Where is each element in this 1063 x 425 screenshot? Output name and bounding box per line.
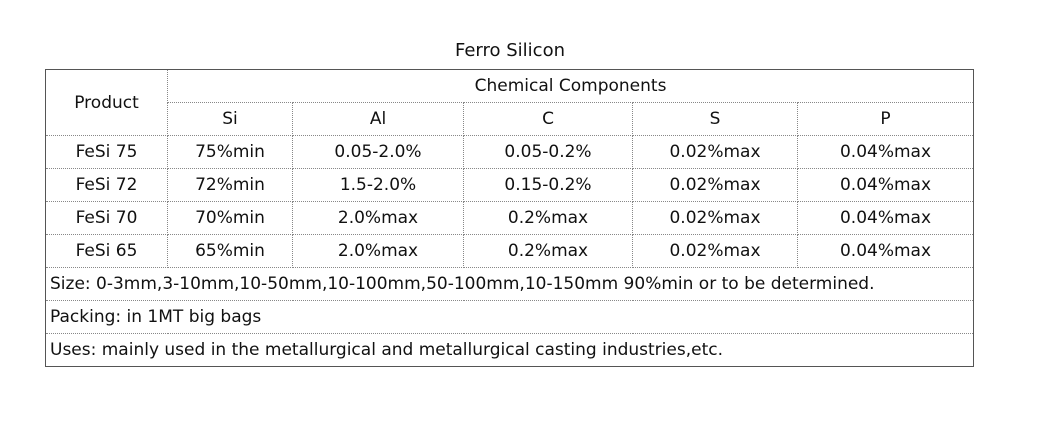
- component-value: 0.04%max: [796, 135, 975, 169]
- component-value: 0.05-2.0%: [292, 135, 464, 169]
- component-value: 2.0%max: [292, 201, 464, 235]
- table-row: FeSi 72 72%min 1.5-2.0% 0.15-0.2% 0.02%max 0.…: [45, 168, 975, 202]
- header-column: Si: [167, 102, 293, 136]
- component-value: 65%min: [167, 234, 293, 268]
- component-value: 0.02%max: [632, 234, 798, 268]
- product-name: FeSi 72: [45, 168, 168, 202]
- header-group: Chemical Components: [166, 69, 975, 103]
- component-value: 0.02%max: [632, 168, 798, 202]
- header-column: S: [632, 102, 798, 136]
- header-product: Product: [45, 69, 168, 136]
- table-row: FeSi 75 75%min 0.05-2.0% 0.05-0.2% 0.02%max 0…: [45, 135, 975, 169]
- product-name: FeSi 70: [45, 201, 168, 235]
- component-value: 2.0%max: [292, 234, 464, 268]
- component-value: 0.02%max: [632, 135, 798, 169]
- component-value: 72%min: [167, 168, 293, 202]
- table-row: Uses: mainly used in the metallurgical a…: [44, 333, 975, 367]
- note: Size: 0-3mm,3-10mm,10-50mm,10-100mm,50-1…: [44, 267, 975, 301]
- component-value: 0.04%max: [796, 234, 975, 268]
- note: Packing: in 1MT big bags: [44, 300, 975, 334]
- product-name: FeSi 65: [45, 234, 168, 268]
- header-column: C: [463, 102, 633, 136]
- table-title: Ferro Silicon: [454, 40, 565, 61]
- component-value: 0.2%max: [463, 234, 633, 268]
- component-value: 0.2%max: [463, 201, 633, 235]
- header-column: P: [796, 102, 975, 136]
- component-value: 75%min: [167, 135, 293, 169]
- table-row: Size: 0-3mm,3-10mm,10-50mm,10-100mm,50-1…: [44, 267, 975, 301]
- spec-table: Product Chemical Components Si Al C S P FeSi 75…: [44, 69, 975, 367]
- component-value: 70%min: [167, 201, 293, 235]
- product-name: FeSi 75: [45, 135, 168, 169]
- note: Uses: mainly used in the metallurgical a…: [44, 333, 975, 367]
- component-value: 1.5-2.0%: [292, 168, 464, 202]
- table-row: Product Chemical Components: [45, 69, 975, 136]
- component-value: 0.04%max: [796, 168, 975, 202]
- table-row: FeSi 70 70%min 2.0%max 0.2%max 0.02%max 0.04%…: [45, 201, 975, 235]
- component-value: 0.15-0.2%: [463, 168, 633, 202]
- component-value: 0.05-0.2%: [463, 135, 633, 169]
- header-column: Al: [292, 102, 464, 136]
- component-value: 0.02%max: [632, 201, 798, 235]
- table-row: Packing: in 1MT big bags: [44, 300, 975, 334]
- component-value: 0.04%max: [796, 201, 975, 235]
- table-row: Si Al C S P: [46, 102, 975, 136]
- table-row: FeSi 65 65%min 2.0%max 0.2%max 0.02%max 0.04%…: [45, 234, 975, 268]
